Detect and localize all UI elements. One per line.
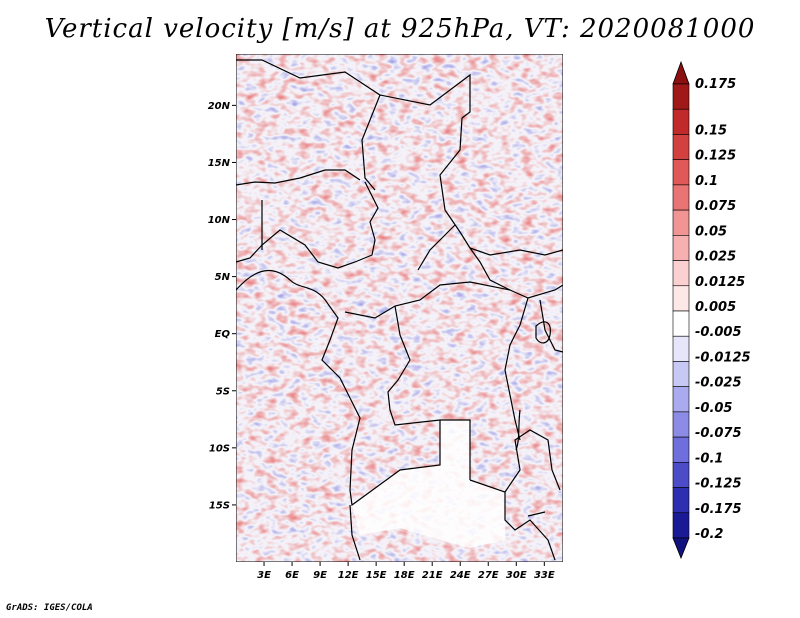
colorbar-label: 0.175 <box>695 77 736 92</box>
colorbar-swatch <box>672 487 690 514</box>
lon-tick-label: 6E <box>285 570 299 581</box>
map-panel <box>236 54 563 562</box>
country-borders <box>236 59 563 561</box>
lat-tick-label: 10S <box>209 443 230 454</box>
colorbar-swatch <box>672 436 690 463</box>
colorbar-swatch <box>672 512 690 539</box>
colorbar-swatch <box>672 159 690 186</box>
lon-tick-label: 24E <box>450 570 471 581</box>
lat-tick-label: 10N <box>208 215 231 226</box>
colorbar-label: 0.025 <box>695 250 736 265</box>
lon-tick-label: 33E <box>534 570 555 581</box>
colorbar-label: -0.125 <box>695 477 742 492</box>
chart-title: Vertical velocity [m/s] at 925hPa, VT: 2… <box>44 14 756 44</box>
colorbar-label: -0.025 <box>695 376 742 391</box>
colorbar-label: -0.175 <box>695 502 742 517</box>
lon-tick-label: 9E <box>313 570 327 581</box>
lat-tick-label: 5N <box>215 272 231 283</box>
colorbar-label: 0.075 <box>695 199 736 214</box>
colorbar-swatch <box>672 184 690 211</box>
colorbar-swatch <box>672 83 690 110</box>
lat-tick-label: 15S <box>209 500 230 511</box>
colorbar-bottom-arrow <box>672 537 690 560</box>
lon-tick-label: 21E <box>422 570 443 581</box>
colorbar-label: -0.075 <box>695 426 742 441</box>
colorbar-label: 0.1 <box>695 174 718 189</box>
colorbar-label: -0.05 <box>695 401 732 416</box>
colorbar-label: 0.005 <box>695 300 736 315</box>
colorbar-label: -0.005 <box>695 325 742 340</box>
colorbar-top-arrow <box>672 60 690 85</box>
colorbar-swatch <box>672 285 690 312</box>
quiet-region <box>352 420 505 548</box>
colorbar-label: 0.0125 <box>695 275 745 290</box>
colorbar-swatch <box>672 386 690 413</box>
colorbar-label: -0.1 <box>695 451 723 466</box>
colorbar-swatch <box>672 260 690 287</box>
lon-tick-label: 12E <box>338 570 359 581</box>
lat-tick-label: 20N <box>208 101 231 112</box>
latitude-axis: 20N 15N 10N 5N EQ 5S 10S 15S <box>208 101 236 511</box>
colorbar-swatch <box>672 462 690 488</box>
longitude-axis: 3E 6E 9E 12E 15E 18E 21E 24E 27E 30E 33E <box>257 562 555 581</box>
colorbar-label: 0.125 <box>695 149 736 164</box>
lon-tick-label: 3E <box>257 570 271 581</box>
colorbar-swatch <box>672 209 690 236</box>
colorbar-label: 0.15 <box>695 123 727 138</box>
colorbar-label: 0.05 <box>695 224 727 239</box>
colorbar-swatch <box>672 361 690 387</box>
colorbar-swatch <box>672 108 690 135</box>
lon-tick-label: 15E <box>366 570 387 581</box>
lat-tick-label: 15N <box>208 158 231 169</box>
colorbar-swatch <box>672 411 690 438</box>
lat-tick-label: EQ <box>215 329 231 340</box>
lon-tick-label: 27E <box>478 570 499 581</box>
lon-tick-label: 30E <box>506 570 527 581</box>
grads-credit: GrADS: IGES/COLA <box>6 603 93 613</box>
colorbar-swatch <box>672 310 690 337</box>
colorbar-label: -0.2 <box>695 527 723 542</box>
lon-tick-label: 18E <box>394 570 415 581</box>
colorbar-swatch <box>672 134 690 160</box>
colorbar: 0.175 0.15 0.125 0.1 0.075 0.05 0.025 0.0125 0.0… <box>672 60 751 560</box>
colorbar-label: -0.0125 <box>695 350 751 365</box>
colorbar-swatch <box>672 335 690 362</box>
lat-tick-label: 5S <box>216 386 230 397</box>
colorbar-swatch <box>672 235 690 261</box>
